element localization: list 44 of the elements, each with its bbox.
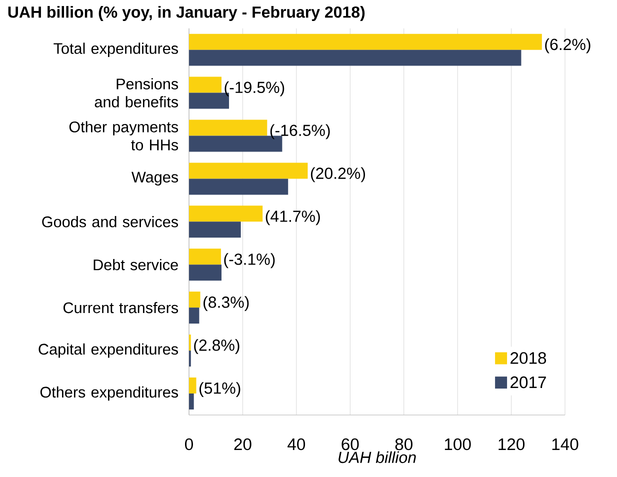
legend-label: 2017: [510, 376, 546, 388]
bar: [189, 206, 263, 222]
bar: [189, 248, 221, 265]
bar: [189, 162, 308, 179]
annotation: (-3.1%): [224, 253, 275, 268]
bar: [189, 264, 222, 281]
annotation: (-19.5%): [224, 81, 284, 96]
y-tick-label: Wages: [132, 172, 178, 186]
y-tick-label: Goods and services: [42, 216, 178, 228]
legend-label: 2018: [510, 352, 546, 364]
y-tick-label: Debt service: [94, 259, 178, 270]
x-tick-label: 40: [288, 438, 306, 450]
chart-title: UAH billion (% yoy, in January - February 2018): [8, 6, 365, 21]
y-tick-label: Other payments to HHs: [69, 121, 178, 150]
annotation: (41.7%): [266, 210, 320, 226]
x-tick-label: 80: [395, 438, 412, 450]
y-tick-label: Capital expenditures: [38, 343, 178, 358]
bar: [189, 178, 288, 195]
x-tick-label: 20: [234, 438, 252, 450]
annotation: (20.2%): [310, 167, 365, 182]
bar: [189, 76, 222, 93]
x-tick-label: 140: [552, 438, 578, 450]
y-tick-label: Others expenditures: [40, 386, 178, 401]
bar: [189, 292, 200, 308]
y-tick-label: Pensions and benefits: [94, 78, 178, 108]
bar: [189, 120, 268, 136]
annotation: (51%): [200, 382, 240, 397]
bar: [189, 378, 196, 394]
bar: [189, 50, 522, 66]
annotation: (8.3%): [204, 296, 249, 312]
y-tick-label: Current transfers: [63, 302, 178, 314]
x-tick-label: 100: [444, 438, 471, 450]
x-tick-label: 120: [498, 438, 525, 450]
bar: [189, 308, 200, 324]
annotation: (6.2%): [545, 38, 590, 54]
annotation: (-16.5%): [270, 124, 330, 140]
y-tick-label: Total expenditures: [54, 42, 178, 57]
x-tick-label: 60: [342, 438, 359, 450]
x-axis-title: UAH billion: [338, 451, 416, 464]
bar: [189, 222, 241, 238]
bar: [189, 34, 542, 50]
x-tick-label: 0: [185, 438, 193, 450]
bar: [189, 394, 194, 410]
annotation: (2.8%): [194, 339, 240, 354]
